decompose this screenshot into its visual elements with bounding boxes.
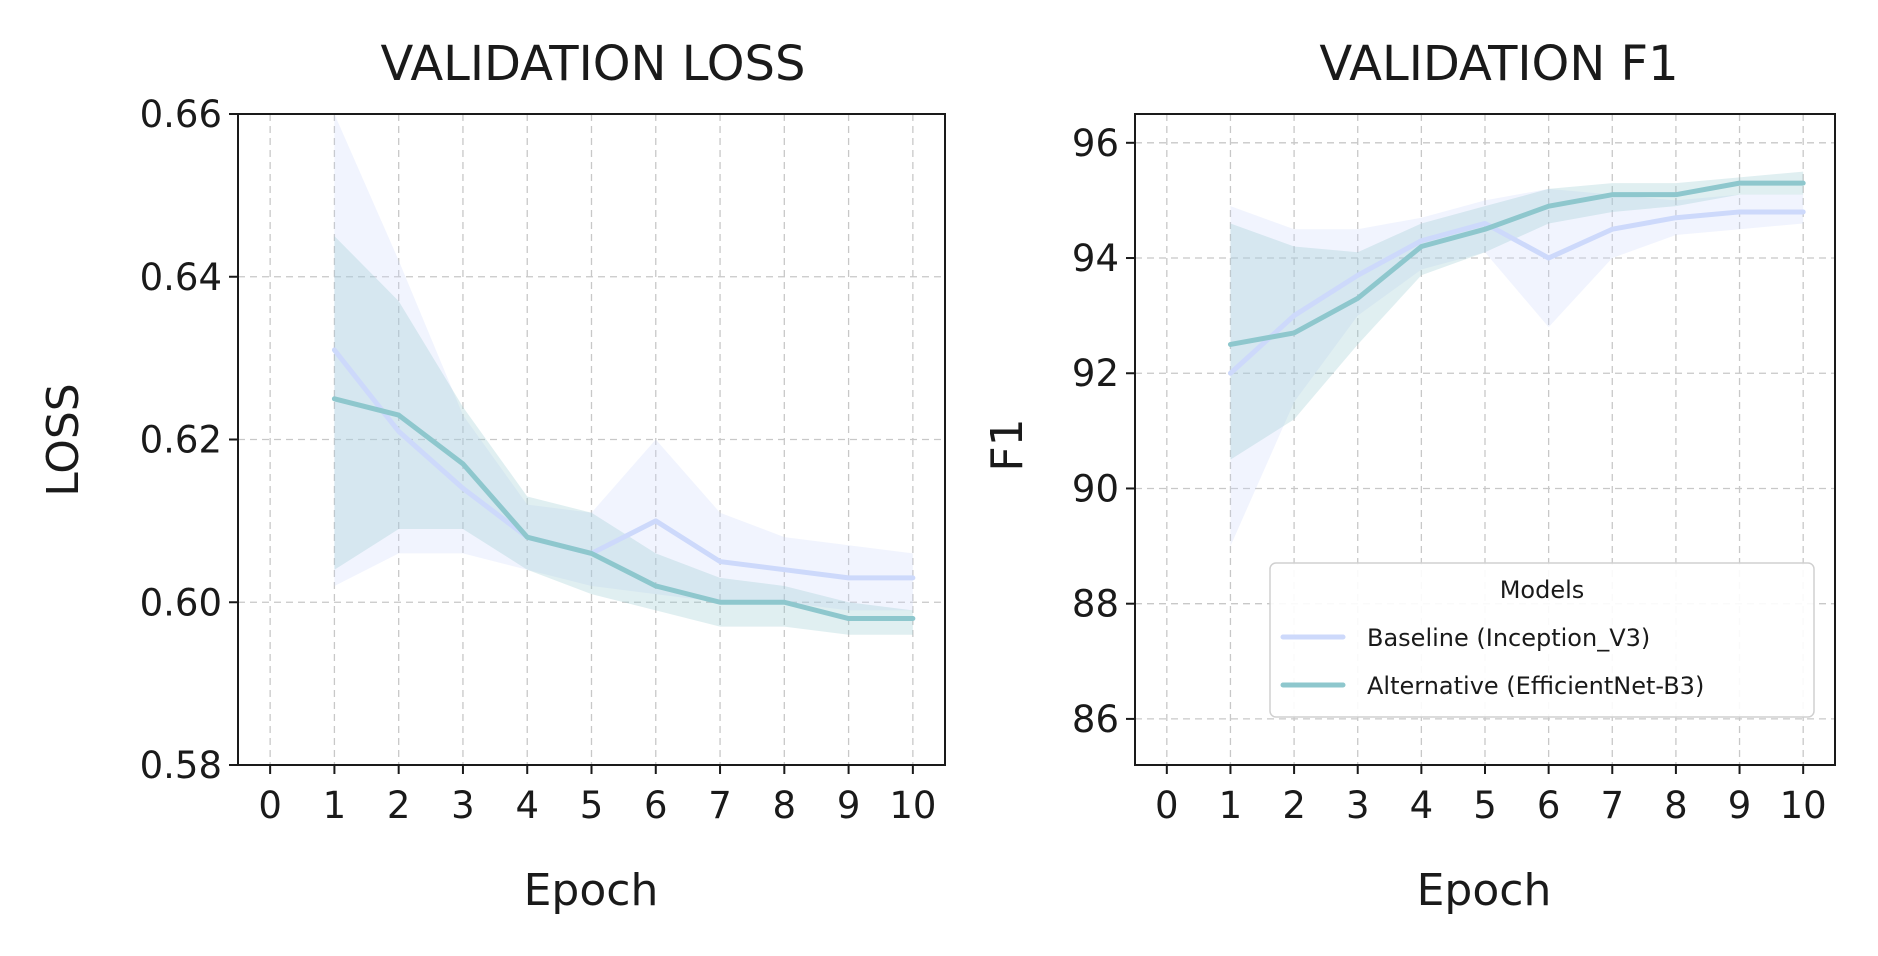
x-tick-label: 2 [1282, 784, 1306, 827]
x-tick-label: 8 [1664, 784, 1688, 827]
confidence-bands [334, 114, 913, 635]
legend-title: Models [1500, 576, 1585, 604]
x-tick-label: 6 [644, 784, 668, 827]
legend-label-alternative: Alternative (EfficientNet-B3) [1367, 672, 1704, 700]
y-tick-label: 94 [1072, 237, 1119, 280]
legend: Models Baseline (Inception_V3) Alternati… [1269, 562, 1815, 718]
y-axis-label: LOSS [38, 383, 89, 496]
confidence-bands [1230, 171, 1804, 547]
x-ticks: 0 1 2 3 4 5 6 7 8 9 10 [1155, 765, 1827, 827]
y-tick-label: 86 [1072, 698, 1119, 741]
x-axis-label: Epoch [1417, 865, 1552, 916]
x-tick-label: 5 [1473, 784, 1497, 827]
band-alternative-efficientnet-b3 [1230, 171, 1804, 460]
line-alternative-efficientnet-b3 [1227, 180, 1806, 347]
line-baseline-inception-v3 [1227, 209, 1806, 376]
x-tick-label: 0 [1155, 784, 1179, 827]
line-baseline-inception-v3 [331, 347, 916, 581]
series-lines [1227, 180, 1806, 376]
x-tick-label: 9 [1728, 784, 1752, 827]
chart-title: VALIDATION LOSS [381, 36, 806, 92]
x-axis-label: Epoch [524, 865, 659, 916]
y-axis-label: F1 [982, 418, 1033, 471]
y-tick-label: 90 [1072, 467, 1119, 510]
y-ticks: 86 88 90 92 94 96 [1072, 122, 1135, 741]
x-tick-label: 7 [708, 784, 732, 827]
chart-validation-f1: VALIDATION F1 0 1 2 3 4 5 6 7 8 9 10 868890929496 … [982, 36, 1836, 916]
band-baseline-inception-v3 [334, 114, 913, 611]
legend-label-baseline: Baseline (Inception_V3) [1367, 624, 1650, 652]
y-tick-label: 0.58 [140, 744, 222, 787]
x-tick-label: 3 [451, 784, 475, 827]
x-tick-label: 4 [1410, 784, 1434, 827]
series-lines [331, 347, 916, 622]
y-tick-label: 88 [1072, 583, 1119, 626]
y-tick-label: 0.64 [140, 256, 222, 299]
y-tick-label: 96 [1072, 122, 1119, 165]
band-baseline-inception-v3 [1230, 188, 1804, 547]
x-tick-label: 8 [773, 784, 797, 827]
y-tick-label: 92 [1072, 352, 1119, 395]
x-tick-label: 7 [1600, 784, 1624, 827]
x-tick-label: 10 [889, 784, 936, 827]
band-alternative-efficientnet-b3 [334, 236, 913, 635]
line-alternative-efficientnet-b3 [331, 396, 916, 622]
x-tick-label: 5 [580, 784, 604, 827]
chart-title: VALIDATION F1 [1319, 36, 1678, 92]
x-tick-label: 6 [1537, 784, 1561, 827]
x-tick-label: 9 [837, 784, 861, 827]
grid [238, 114, 945, 765]
x-ticks: 0 1 2 3 4 5 6 7 8 9 10 [258, 765, 936, 827]
chart-validation-loss: VALIDATION LOSS 0 1 2 3 4 5 6 7 8 9 10 0.58 0.60 0.6… [38, 36, 946, 916]
x-tick-label: 3 [1346, 784, 1370, 827]
x-tick-label: 10 [1780, 784, 1827, 827]
x-tick-label: 2 [387, 784, 411, 827]
x-tick-label: 4 [515, 784, 539, 827]
y-tick-label: 0.60 [140, 581, 222, 624]
legend-box [1269, 562, 1815, 718]
x-tick-label: 1 [1219, 784, 1243, 827]
x-tick-label: 0 [258, 784, 282, 827]
y-tick-label: 0.66 [140, 93, 222, 136]
y-ticks: 0.58 0.60 0.62 0.64 0.66 [140, 93, 238, 787]
x-tick-label: 1 [323, 784, 347, 827]
y-tick-label: 0.62 [140, 419, 222, 462]
